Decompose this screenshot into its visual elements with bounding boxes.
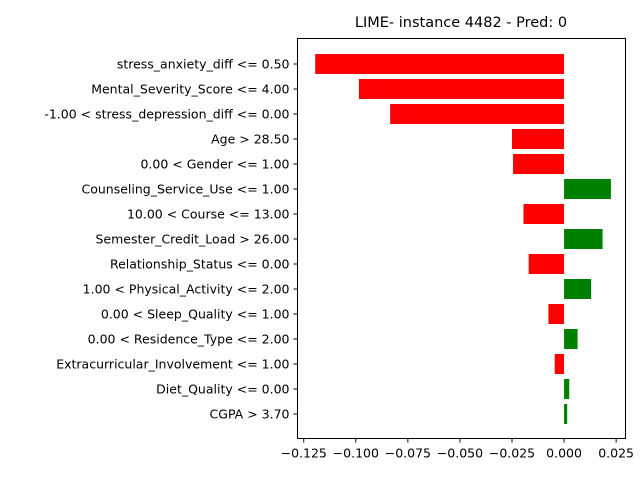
x-tick-label: 0.025 [598,446,634,461]
y-tick-label: Semester_Credit_Load > 26.00 [95,232,289,247]
y-tick-label: 1.00 < Physical_Activity <= 2.00 [83,282,290,297]
bar [528,254,565,274]
y-tick-label: Age > 28.50 [211,132,289,147]
bar [390,104,565,124]
y-tick-label: stress_anxiety_diff <= 0.50 [117,57,290,72]
chart-title: LIME- instance 4482 - Pred: 0 [355,15,567,31]
x-tick-label: −0.075 [385,446,431,461]
y-tick-label: 0.00 < Gender <= 1.00 [140,157,289,172]
x-tick-label: −0.025 [489,446,535,461]
bar [548,304,565,324]
x-tick-label: 0.000 [546,446,582,461]
y-tick-label: CGPA > 3.70 [210,407,290,422]
bar [523,204,565,224]
y-tick-labels: stress_anxiety_diff <= 0.50 Mental_Severi… [44,57,298,422]
bar [512,129,565,149]
y-tick-label: Counseling_Service_Use <= 1.00 [81,182,289,197]
bar [564,179,611,199]
bar [315,54,565,74]
bars-group [315,54,611,424]
bar [358,79,565,99]
x-ticks: −0.125 −0.100 −0.075 −0.050 −0.025 0.000 0.025 [281,438,634,461]
y-tick-label: Mental_Severity_Score <= 4.00 [91,82,289,97]
x-tick-label: −0.125 [281,446,327,461]
bar [554,354,565,374]
bar [564,279,592,299]
bar [564,404,568,424]
bar [564,329,578,349]
y-tick-label: Extracurricular_Involvement <= 1.00 [56,357,289,372]
bar [513,154,565,174]
y-tick-label: 0.00 < Sleep_Quality <= 1.00 [101,307,290,322]
bar [564,229,603,249]
plot-frame [297,38,626,439]
bar [564,379,570,399]
y-tick-label: 0.00 < Residence_Type <= 2.00 [88,332,290,347]
x-tick-label: −0.050 [437,446,483,461]
y-tick-label: -1.00 < stress_depression_diff <= 0.00 [44,107,289,122]
x-tick-label: −0.100 [333,446,379,461]
y-tick-label: Diet_Quality <= 0.00 [156,382,289,397]
y-tick-label: Relationship_Status <= 0.00 [110,257,290,272]
y-tick-label: 10.00 < Course <= 13.00 [127,207,290,222]
